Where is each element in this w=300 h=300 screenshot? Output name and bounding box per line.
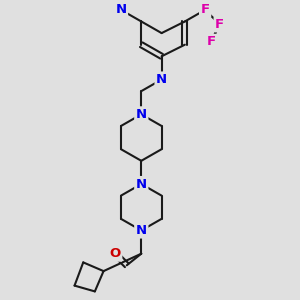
- Text: F: F: [215, 18, 224, 31]
- Text: N: N: [136, 108, 147, 121]
- Text: N: N: [116, 3, 127, 16]
- Text: N: N: [136, 224, 147, 237]
- Text: F: F: [206, 35, 215, 48]
- Text: F: F: [201, 3, 210, 16]
- Text: O: O: [110, 247, 121, 260]
- Text: N: N: [156, 73, 167, 86]
- Text: N: N: [136, 178, 147, 190]
